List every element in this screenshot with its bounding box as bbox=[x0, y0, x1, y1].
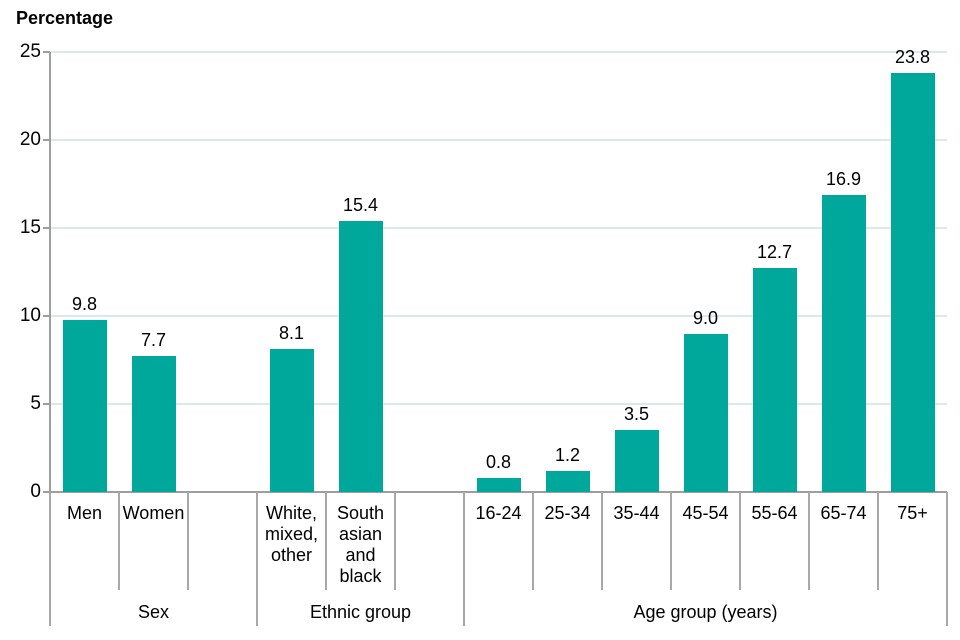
category-label: Women bbox=[119, 503, 188, 524]
category-label-line: White, bbox=[265, 503, 317, 523]
category-label-line: asian bbox=[338, 524, 383, 544]
group-divider bbox=[463, 492, 465, 626]
category-label-line: 75+ bbox=[897, 503, 928, 523]
category-label: South asian and black bbox=[326, 503, 395, 587]
category-label-line: 65-74 bbox=[820, 503, 867, 523]
category-label-line: 16-24 bbox=[475, 503, 522, 523]
category-label-line: and bbox=[345, 545, 376, 565]
category-label-line: 35-44 bbox=[613, 503, 660, 523]
category-divider bbox=[532, 492, 534, 590]
y-tick-label: 0 bbox=[30, 481, 41, 502]
bar-75+ bbox=[890, 73, 935, 492]
bar-value-label: 9.8 bbox=[71, 293, 98, 314]
y-axis-tick bbox=[43, 227, 50, 229]
gridline bbox=[50, 403, 947, 405]
category-label-line: 25-34 bbox=[544, 503, 591, 523]
group-divider bbox=[946, 492, 948, 626]
bar-65-74 bbox=[821, 194, 866, 492]
bar-25-34 bbox=[545, 470, 590, 492]
category-label: 65-74 bbox=[809, 503, 878, 524]
group-divider bbox=[256, 492, 258, 626]
category-label: 55-64 bbox=[740, 503, 809, 524]
bar-16-24 bbox=[476, 477, 521, 492]
category-label-line: black bbox=[339, 566, 382, 586]
category-label-line: Women bbox=[122, 503, 185, 523]
bar-value-label: 3.5 bbox=[623, 404, 650, 425]
y-axis-title: Percentage bbox=[16, 8, 114, 28]
y-axis-line bbox=[49, 52, 51, 492]
bar-55-64 bbox=[752, 268, 797, 492]
category-divider bbox=[601, 492, 603, 590]
y-axis-tick bbox=[43, 403, 50, 405]
category-divider bbox=[739, 492, 741, 590]
category-label-line: 55-64 bbox=[751, 503, 798, 523]
category-divider bbox=[394, 492, 396, 590]
category-label-line: other bbox=[270, 545, 313, 565]
group-label-age-group-years-: Age group (years) bbox=[633, 602, 778, 622]
category-label: Men bbox=[50, 503, 119, 524]
y-tick-label: 25 bbox=[19, 41, 41, 62]
category-label-line: Men bbox=[66, 503, 102, 523]
bar-45-54 bbox=[683, 333, 728, 492]
category-label: 35-44 bbox=[602, 503, 671, 524]
gridline bbox=[50, 139, 947, 141]
bar-value-label: 8.1 bbox=[278, 323, 305, 344]
category-divider bbox=[808, 492, 810, 590]
bar-white-mixed-other bbox=[269, 349, 314, 492]
bar-value-label: 15.4 bbox=[342, 194, 379, 215]
bar-value-label: 23.8 bbox=[894, 47, 931, 68]
bar-value-label: 9.0 bbox=[692, 307, 719, 328]
category-label-line: mixed, bbox=[264, 524, 318, 544]
group-label-ethnic-group: Ethnic group bbox=[309, 602, 412, 622]
bar-women bbox=[131, 356, 176, 492]
category-label-line: 45-54 bbox=[682, 503, 729, 523]
gridline bbox=[50, 315, 947, 317]
category-label: 25-34 bbox=[533, 503, 602, 524]
bar-value-label: 7.7 bbox=[140, 330, 167, 351]
y-axis-tick bbox=[43, 315, 50, 317]
x-axis-line bbox=[43, 491, 947, 493]
y-axis-tick bbox=[43, 51, 50, 53]
group-divider bbox=[49, 492, 51, 626]
bar-value-label: 12.7 bbox=[756, 242, 793, 263]
category-label: 16-24 bbox=[464, 503, 533, 524]
y-tick-label: 20 bbox=[19, 129, 41, 150]
gridline bbox=[50, 227, 947, 229]
y-tick-label: 15 bbox=[19, 217, 41, 238]
category-divider bbox=[118, 492, 120, 590]
category-label-line: South bbox=[336, 503, 385, 523]
category-label: White, mixed, other bbox=[257, 503, 326, 566]
bar-35-44 bbox=[614, 430, 659, 492]
bar-men bbox=[62, 319, 107, 492]
gridline bbox=[50, 51, 947, 53]
y-tick-label: 10 bbox=[19, 305, 41, 326]
category-label: 45-54 bbox=[671, 503, 740, 524]
bar-value-label: 16.9 bbox=[825, 168, 862, 189]
group-label-sex: Sex bbox=[137, 602, 170, 622]
category-divider bbox=[187, 492, 189, 590]
category-divider bbox=[877, 492, 879, 590]
category-divider bbox=[670, 492, 672, 590]
bar-value-label: 0.8 bbox=[485, 451, 512, 472]
bar-value-label: 1.2 bbox=[554, 444, 581, 465]
category-divider bbox=[325, 492, 327, 590]
y-axis-tick bbox=[43, 139, 50, 141]
category-label: 75+ bbox=[878, 503, 947, 524]
bar-south-asian-and-black bbox=[338, 220, 383, 492]
y-tick-label: 5 bbox=[30, 393, 41, 414]
